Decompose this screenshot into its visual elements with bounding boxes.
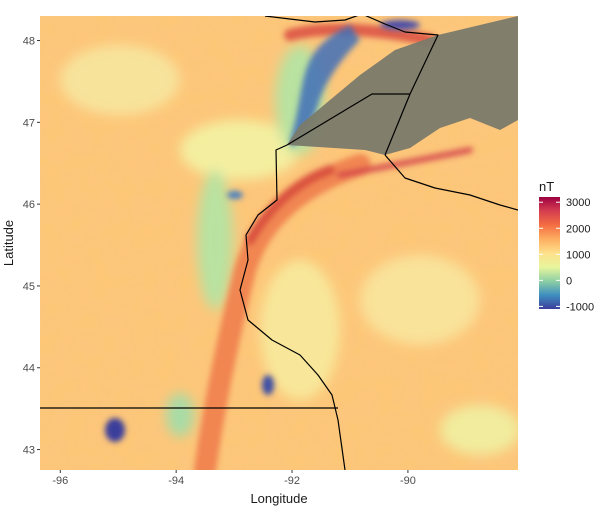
raster-red-ridge	[245, 165, 335, 245]
x-tick-label: -96	[52, 475, 68, 487]
y-axis-ticks: 43 44 45 46 47 48	[23, 36, 40, 457]
raster-yellow-zone	[360, 255, 480, 345]
legend-tick-label: 3000	[566, 197, 590, 209]
raster-green-zone	[197, 170, 233, 310]
legend: nT 3000 2000 1000 0 -1000	[539, 179, 594, 313]
y-tick-label: 44	[23, 363, 35, 375]
y-tick-label: 45	[23, 281, 35, 293]
raster-yellow-zone	[60, 45, 180, 115]
x-axis-title: Longitude	[250, 491, 307, 506]
legend-title: nT	[539, 179, 554, 194]
x-tick-label: -90	[400, 475, 416, 487]
raster-blue-low	[262, 375, 274, 395]
raster-blue-low	[105, 418, 125, 442]
y-tick-label: 48	[23, 36, 35, 48]
legend-tick-label: -1000	[566, 301, 594, 313]
lake-superior	[287, 16, 518, 155]
raster-blue-low	[380, 20, 420, 30]
raster-green-zone	[166, 393, 194, 437]
y-tick-label: 43	[23, 445, 35, 457]
x-tick-label: -94	[168, 475, 184, 487]
raster-yellow-zone	[180, 120, 300, 180]
raster-blue-low	[227, 191, 243, 199]
y-tick-label: 46	[23, 199, 35, 211]
x-tick-label: -92	[284, 475, 300, 487]
raster-blue-low	[290, 25, 360, 148]
legend-tick-label: 2000	[566, 223, 590, 235]
raster-red-ridge	[337, 147, 473, 178]
raster-yellow-zone	[260, 260, 340, 400]
border-lake-mi	[286, 34, 439, 156]
x-axis-ticks: -96 -94 -92 -90	[52, 470, 416, 487]
legend-colorbar	[539, 197, 560, 309]
legend-ticks: 3000 2000 1000 0 -1000	[539, 197, 594, 313]
raster-red-ridge	[284, 23, 436, 46]
y-tick-label: 47	[23, 117, 35, 129]
y-axis-title: Latitude	[1, 220, 16, 266]
border-mn-wi	[239, 144, 346, 470]
raster-yellow-zone	[440, 405, 518, 455]
anomaly-raster	[40, 16, 518, 470]
legend-tick-label: 1000	[566, 249, 590, 261]
border-mn-canada	[264, 16, 439, 36]
legend-tick-label: 0	[566, 275, 572, 287]
border-wi-mi	[384, 154, 518, 211]
